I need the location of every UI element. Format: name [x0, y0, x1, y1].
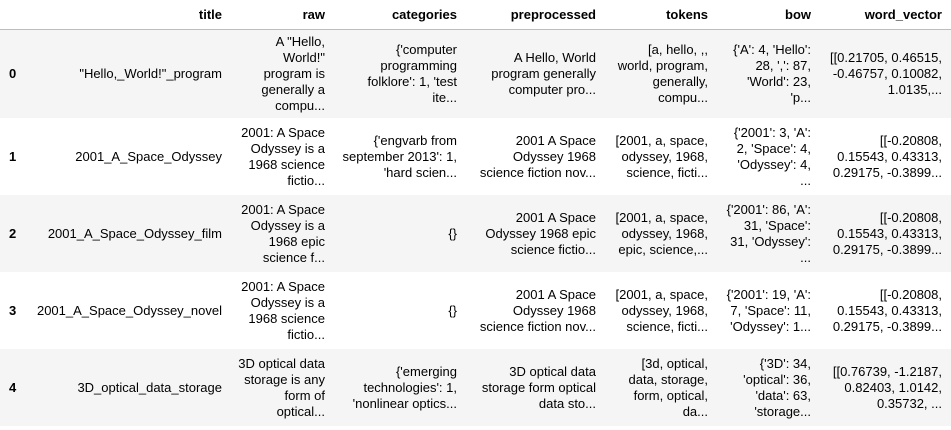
- raw-cell: 3D optical data storage is any form of o…: [238, 355, 325, 419]
- bow-column-header: bow: [717, 0, 820, 30]
- tokens-column-header: tokens: [605, 0, 717, 30]
- categories-cell: {'emerging technologies': 1, 'nonlinear …: [352, 363, 457, 411]
- title-cell: 3D_optical_data_storage: [77, 379, 222, 395]
- categories-cell: {}: [448, 302, 457, 318]
- table-row: 1 2001_A_Space_Odyssey 2001: A Space Ody…: [0, 118, 951, 195]
- table-row: 0 "Hello,_World!"_program A "Hello, Worl…: [0, 29, 951, 118]
- categories-cell: {}: [448, 225, 457, 241]
- bow-cell: {'A': 4, 'Hello': 28, ',': 87, 'World': …: [733, 42, 811, 105]
- row-index: 1: [9, 148, 17, 164]
- categories-column-header: categories: [334, 0, 466, 30]
- row-index: 3: [9, 302, 17, 318]
- categories-cell: {'computer programming folklore': 1, 'te…: [367, 42, 457, 105]
- bow-cell: {'3D': 34, 'optical': 36, 'data': 63, 's…: [743, 355, 811, 419]
- bow-cell: {'2001': 3, 'A': 2, 'Space': 4, 'Odyssey…: [733, 124, 811, 188]
- preprocessed-cell: 3D optical data storage form optical dat…: [481, 363, 596, 411]
- title-cell: "Hello,_World!"_program: [79, 66, 222, 81]
- title-cell: 2001_A_Space_Odyssey_novel: [36, 302, 222, 318]
- preprocessed-cell: A Hello, World program generally compute…: [491, 50, 596, 97]
- preprocessed-cell: 2001 A Space Odyssey 1968 epic science f…: [485, 209, 596, 257]
- word-vector-cell: [[0.76739, -1.2187, 0.82403, 1.0142, 0.3…: [832, 363, 942, 411]
- bow-cell: {'2001': 19, 'A': 7, 'Space': 11, 'Odyss…: [726, 286, 811, 334]
- raw-cell: A "Hello, World!" program is generally a…: [261, 34, 325, 113]
- table-row: 2 2001_A_Space_Odyssey_film 2001: A Spac…: [0, 195, 951, 272]
- tokens-cell: [a, hello, ,, world, program, generally,…: [617, 42, 708, 105]
- title-column-header: title: [27, 0, 231, 30]
- preprocessed-cell: 2001 A Space Odyssey 1968 science fictio…: [479, 286, 596, 334]
- preprocessed-column-header: preprocessed: [466, 0, 605, 30]
- table-row: 3 2001_A_Space_Odyssey_novel 2001: A Spa…: [0, 272, 951, 349]
- raw-cell: 2001: A Space Odyssey is a 1968 science …: [241, 124, 325, 188]
- tokens-cell: [2001, a, space, odyssey, 1968, science,…: [615, 132, 708, 180]
- word-vector-cell: [[0.21705, 0.46515, -0.46757, 0.10082, 1…: [829, 50, 942, 97]
- raw-cell: 2001: A Space Odyssey is a 1968 epic sci…: [241, 201, 325, 265]
- title-cell: 2001_A_Space_Odyssey: [75, 148, 222, 164]
- categories-cell: {'engvarb from september 2013': 1, 'hard…: [342, 132, 458, 180]
- index-column-header: [0, 0, 27, 30]
- word-vector-cell: [[-0.20808, 0.15543, 0.43313, 0.29175, -…: [832, 209, 942, 257]
- tokens-cell: [2001, a, space, odyssey, 1968, epic, sc…: [615, 209, 708, 257]
- word-vector-cell: [[-0.20808, 0.15543, 0.43313, 0.29175, -…: [832, 286, 942, 334]
- preprocessed-cell: 2001 A Space Odyssey 1968 science fictio…: [479, 132, 596, 180]
- tokens-cell: [2001, a, space, odyssey, 1968, science,…: [615, 286, 708, 334]
- table-row: 4 3D_optical_data_storage 3D optical dat…: [0, 349, 951, 426]
- row-index: 4: [9, 379, 17, 395]
- row-index: 0: [9, 66, 17, 81]
- row-index: 2: [9, 225, 17, 241]
- raw-column-header: raw: [231, 0, 334, 30]
- raw-cell: 2001: A Space Odyssey is a 1968 science …: [241, 278, 325, 342]
- word-vector-column-header: word_vector: [820, 0, 951, 30]
- tokens-cell: [3d, optical, data, storage, form, optic…: [628, 355, 709, 419]
- title-cell: 2001_A_Space_Odyssey_film: [47, 225, 222, 241]
- word-vector-cell: [[-0.20808, 0.15543, 0.43313, 0.29175, -…: [832, 132, 942, 180]
- header-row: title raw categories preprocessed tokens…: [0, 0, 951, 30]
- bow-cell: {'2001': 86, 'A': 31, 'Space': 31, 'Odys…: [726, 201, 811, 265]
